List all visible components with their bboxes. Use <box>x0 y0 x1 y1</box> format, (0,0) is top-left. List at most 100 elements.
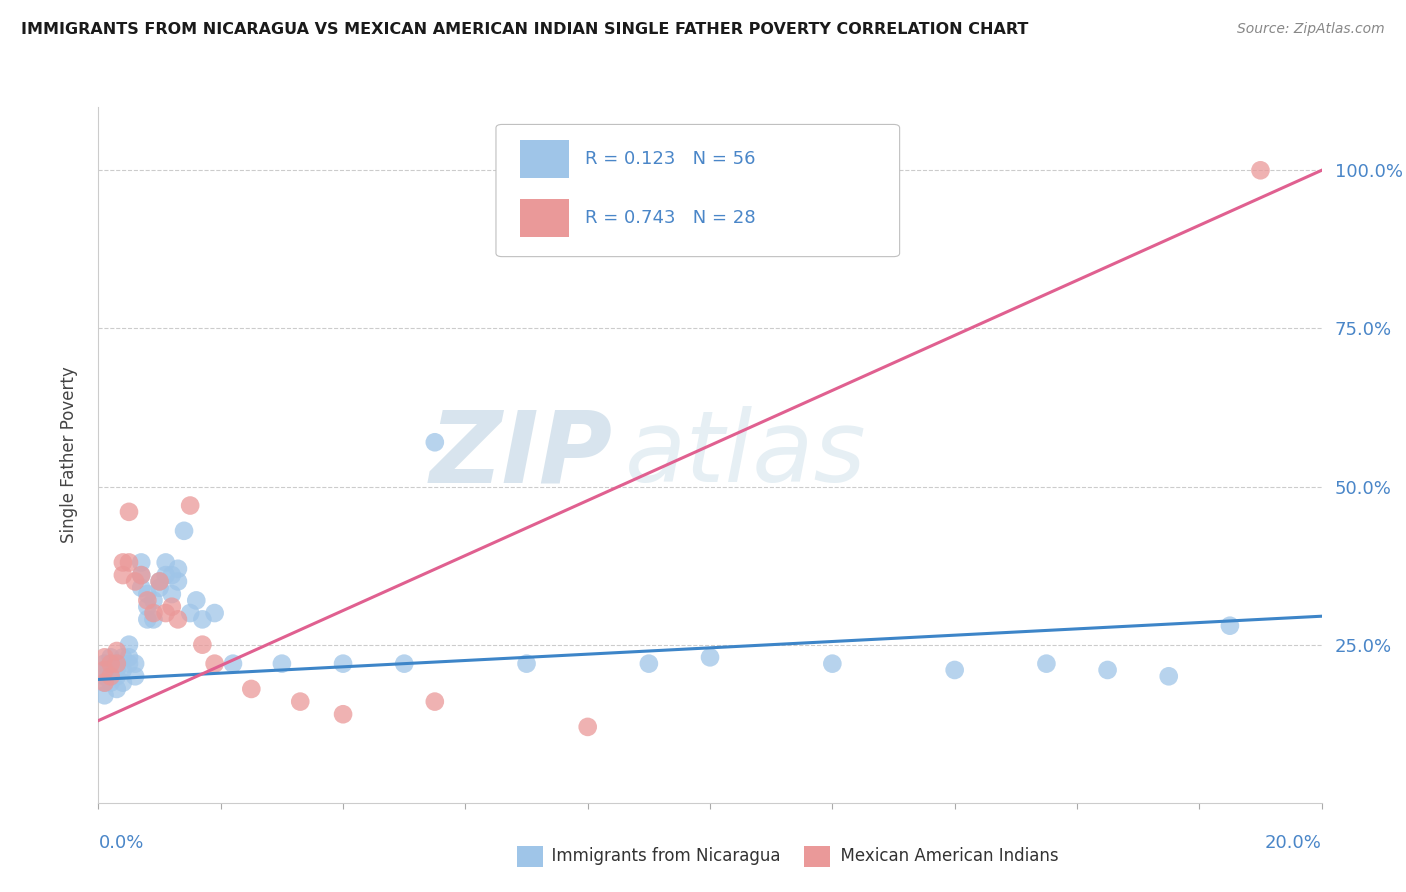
Point <box>943 663 966 677</box>
Point <box>118 657 141 671</box>
Point <box>576 720 599 734</box>
Point <box>160 599 183 614</box>
Text: Immigrants from Nicaragua: Immigrants from Nicaragua <box>541 847 780 865</box>
Point <box>136 593 159 607</box>
Point <box>118 650 141 665</box>
Point <box>111 675 134 690</box>
Point <box>129 568 152 582</box>
Text: Mexican American Indians: Mexican American Indians <box>830 847 1059 865</box>
Text: atlas: atlas <box>624 407 866 503</box>
FancyBboxPatch shape <box>804 846 830 867</box>
Point <box>105 657 128 671</box>
FancyBboxPatch shape <box>496 124 900 257</box>
Point <box>423 695 446 709</box>
Point <box>111 650 134 665</box>
Point <box>167 612 190 626</box>
Point <box>105 644 128 658</box>
Point <box>1157 669 1180 683</box>
Point <box>93 650 115 665</box>
Text: ZIP: ZIP <box>429 407 612 503</box>
Text: 20.0%: 20.0% <box>1265 834 1322 852</box>
Point <box>118 556 141 570</box>
Point <box>821 657 844 671</box>
Point <box>129 581 152 595</box>
Point <box>93 657 115 671</box>
Point <box>105 663 128 677</box>
Point <box>100 669 122 683</box>
Point <box>142 593 165 607</box>
Point <box>240 681 263 696</box>
Point <box>105 657 128 671</box>
Point <box>105 681 128 696</box>
FancyBboxPatch shape <box>517 846 543 867</box>
Point <box>1219 618 1241 632</box>
Point <box>100 650 122 665</box>
Point <box>186 593 208 607</box>
Point <box>93 688 115 702</box>
Point <box>392 657 416 671</box>
Point <box>149 581 172 595</box>
Point <box>93 669 115 683</box>
Point <box>167 562 190 576</box>
Point <box>179 606 201 620</box>
Point <box>136 587 159 601</box>
Text: IMMIGRANTS FROM NICARAGUA VS MEXICAN AMERICAN INDIAN SINGLE FATHER POVERTY CORRE: IMMIGRANTS FROM NICARAGUA VS MEXICAN AME… <box>21 22 1028 37</box>
Point <box>516 657 538 671</box>
Text: 0.0%: 0.0% <box>98 834 143 852</box>
Point <box>290 695 312 709</box>
Point <box>100 657 122 671</box>
Point <box>118 638 141 652</box>
Point <box>270 657 292 671</box>
Point <box>124 669 146 683</box>
Y-axis label: Single Father Poverty: Single Father Poverty <box>59 367 77 543</box>
Point <box>637 657 661 671</box>
Point <box>167 574 190 589</box>
Point <box>332 657 354 671</box>
Point <box>100 657 122 671</box>
Point <box>173 524 195 538</box>
Point <box>155 606 177 620</box>
Point <box>100 675 122 690</box>
Point <box>105 669 128 683</box>
Point <box>93 675 115 690</box>
Point <box>93 663 115 677</box>
Point <box>142 606 165 620</box>
Point <box>160 568 183 582</box>
Text: Source: ZipAtlas.com: Source: ZipAtlas.com <box>1237 22 1385 37</box>
Point <box>136 599 159 614</box>
Point <box>149 574 172 589</box>
Point <box>111 556 134 570</box>
Point <box>204 606 226 620</box>
Point <box>111 663 134 677</box>
Point <box>155 568 177 582</box>
FancyBboxPatch shape <box>520 140 569 178</box>
Point <box>160 587 183 601</box>
Point <box>124 657 146 671</box>
Point <box>191 612 214 626</box>
Point <box>423 435 446 450</box>
Point <box>93 675 115 690</box>
Point <box>93 663 115 677</box>
Point <box>129 556 152 570</box>
Point <box>1249 163 1271 178</box>
Point <box>191 638 214 652</box>
Point <box>129 568 152 582</box>
Point <box>142 612 165 626</box>
Point <box>118 505 141 519</box>
Point <box>699 650 721 665</box>
Point <box>149 574 172 589</box>
Point <box>179 499 201 513</box>
Point <box>204 657 226 671</box>
Point <box>111 568 134 582</box>
Text: R = 0.743   N = 28: R = 0.743 N = 28 <box>585 210 756 227</box>
Point <box>124 574 146 589</box>
Point <box>136 612 159 626</box>
FancyBboxPatch shape <box>520 199 569 237</box>
Point <box>332 707 354 722</box>
Point <box>1035 657 1057 671</box>
Point <box>222 657 245 671</box>
Point <box>100 669 122 683</box>
Point <box>155 556 177 570</box>
Point <box>1097 663 1119 677</box>
Text: R = 0.123   N = 56: R = 0.123 N = 56 <box>585 150 756 169</box>
